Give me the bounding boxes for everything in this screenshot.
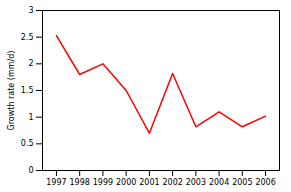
svg-text:0: 0 [28,166,33,175]
svg-text:2006: 2006 [255,178,275,187]
svg-text:2001: 2001 [139,178,159,187]
svg-text:1.5: 1.5 [21,86,34,95]
svg-text:1999: 1999 [93,178,113,187]
svg-text:2.5: 2.5 [21,33,34,42]
svg-text:1: 1 [28,113,33,122]
svg-text:2000: 2000 [116,178,136,187]
svg-text:1997: 1997 [46,178,66,187]
svg-text:2005: 2005 [232,178,252,187]
svg-text:3: 3 [28,6,33,15]
svg-text:2002: 2002 [162,178,182,187]
svg-text:1998: 1998 [69,178,89,187]
svg-text:2004: 2004 [209,178,229,187]
svg-text:Growth rate (mm/d): Growth rate (mm/d) [7,51,16,131]
svg-text:0.5: 0.5 [21,139,34,148]
svg-text:2: 2 [28,59,33,68]
svg-text:2003: 2003 [186,178,206,187]
